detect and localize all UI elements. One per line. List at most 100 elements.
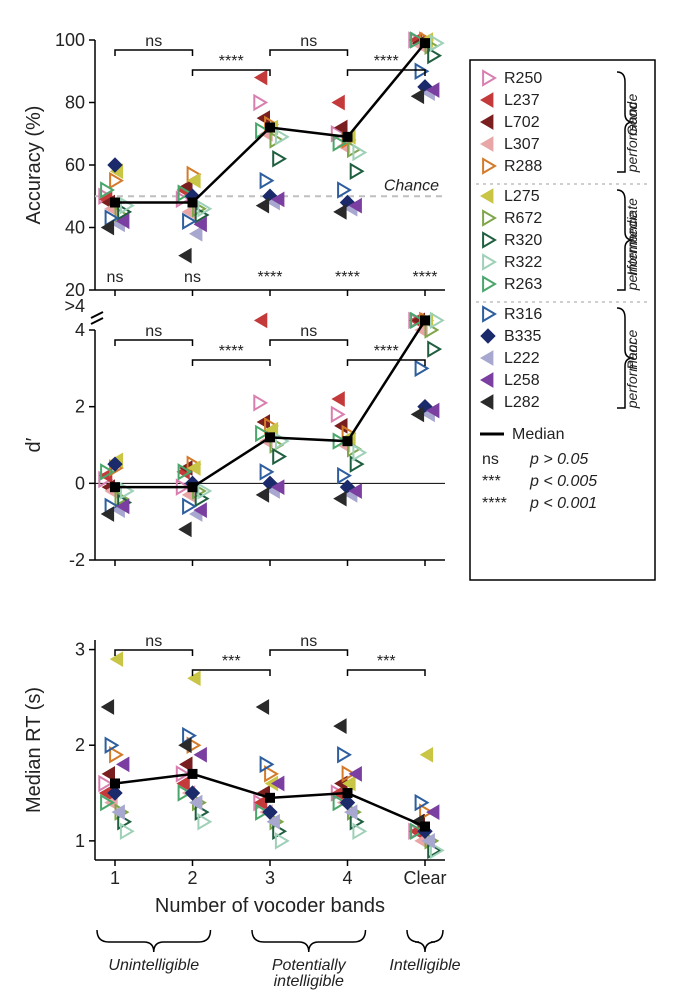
ytick-acc-40: 40: [65, 218, 85, 238]
sig-bracket: [348, 360, 426, 366]
legend-group-good: performance: [624, 93, 640, 173]
legend-item-L275: L275: [504, 188, 540, 205]
legend: R250L237L702L307R288GoodperformanceL275R…: [470, 60, 655, 580]
xtick-1: 2: [187, 868, 197, 888]
sig-label: ns: [145, 33, 162, 50]
median-marker: [265, 123, 275, 133]
sig-bracket: [115, 50, 193, 56]
panel-rt: 123Median RT (s)1234Clearns***ns***: [23, 633, 447, 888]
legend-item-L282: L282: [504, 394, 540, 411]
sig-label: ns: [300, 323, 317, 340]
median-marker: [110, 482, 120, 492]
legend-item-R320: R320: [504, 232, 542, 249]
legend-item-R250: R250: [504, 70, 542, 87]
ytick-acc-60: 60: [65, 155, 85, 175]
ylabel-acc: Accuracy (%): [23, 106, 45, 225]
xtick-3: 4: [342, 868, 352, 888]
sig-label: ***: [377, 653, 396, 670]
category-label: intelligible: [274, 973, 344, 990]
panel-acc: 20406080100Accuracy (%)Chancens****ns***…: [23, 30, 445, 300]
legend-sig-text: p < 0.005: [529, 473, 597, 490]
sig-label: ****: [219, 53, 244, 70]
category-label: Potentially: [272, 957, 347, 974]
category-brace: [407, 930, 443, 952]
x-axis-annotations: Number of vocoder bands Unintelligible Pot…: [97, 895, 461, 990]
median-marker: [188, 482, 198, 492]
legend-sig-sym: ***: [482, 473, 501, 490]
sig-bracket: [115, 650, 193, 656]
median-marker: [343, 436, 353, 446]
legend-item-R322: R322: [504, 254, 542, 271]
legend-sig-text: p < 0.001: [529, 495, 597, 512]
ylabel-dpr: d′: [23, 437, 45, 452]
legend-item-R672: R672: [504, 210, 542, 227]
sig-label: ns: [300, 633, 317, 650]
legend-sig-sym: ****: [482, 495, 507, 512]
ytick-rt-2: 2: [75, 735, 85, 755]
legend-median: Median: [512, 426, 564, 443]
ytick-dpr-2: 2: [75, 397, 85, 417]
chance-label: Chance: [384, 177, 439, 194]
category-brace: [252, 930, 366, 952]
legend-group-intermediate: performance: [624, 211, 640, 291]
ytick-dpr-4: 4: [75, 320, 85, 340]
median-marker: [420, 315, 430, 325]
median-marker: [188, 769, 198, 779]
sig-bottom: ns: [107, 269, 124, 286]
median-marker: [110, 198, 120, 208]
xtick-4: Clear: [403, 868, 446, 888]
sig-bottom: ****: [258, 269, 283, 286]
ytick-rt-3: 3: [75, 640, 85, 660]
legend-item-L702: L702: [504, 114, 540, 131]
sig-label: ****: [374, 53, 399, 70]
xtick-0: 1: [110, 868, 120, 888]
median-marker: [420, 38, 430, 48]
ytick-acc-80: 80: [65, 93, 85, 113]
sig-bracket: [348, 670, 426, 676]
sig-bracket: [115, 340, 193, 346]
sig-bracket: [193, 360, 271, 366]
sig-label: ****: [374, 343, 399, 360]
figure-svg: 20406080100Accuracy (%)Chancens****ns***…: [0, 0, 678, 1000]
legend-item-R316: R316: [504, 306, 542, 323]
legend-item-R263: R263: [504, 276, 542, 293]
median-marker: [265, 432, 275, 442]
median-marker: [343, 788, 353, 798]
dprime-ceiling-label: >4: [64, 296, 85, 316]
legend-group-poor: performance: [624, 329, 640, 409]
sig-label: ns: [300, 33, 317, 50]
sig-label: ****: [219, 343, 244, 360]
legend-sig-text: p > 0.05: [529, 451, 588, 468]
sig-label: ns: [145, 633, 162, 650]
ytick-acc-100: 100: [55, 30, 85, 50]
legend-item-L258: L258: [504, 372, 540, 389]
sig-bracket: [270, 650, 348, 656]
sig-bracket: [193, 670, 271, 676]
legend-item-R288: R288: [504, 158, 542, 175]
legend-item-L307: L307: [504, 136, 540, 153]
median-marker: [110, 778, 120, 788]
xtick-2: 3: [265, 868, 275, 888]
sig-bracket: [348, 70, 426, 76]
sig-bracket: [270, 340, 348, 346]
legend-sig-sym: ns: [482, 451, 499, 468]
ytick-rt-1: 1: [75, 831, 85, 851]
category-label: Unintelligible: [108, 957, 199, 974]
median-marker: [265, 793, 275, 803]
median-marker: [420, 822, 430, 832]
legend-item-L222: L222: [504, 350, 540, 367]
x-title: Number of vocoder bands: [155, 895, 385, 917]
median-marker: [343, 132, 353, 142]
legend-item-B335: B335: [504, 328, 541, 345]
category-brace: [97, 930, 211, 952]
category-label: Intelligible: [389, 957, 460, 974]
sig-bracket: [270, 50, 348, 56]
ytick-dpr-0: 0: [75, 473, 85, 493]
sig-bottom: ****: [335, 269, 360, 286]
ylabel-rt: Median RT (s): [23, 687, 45, 813]
sig-bottom: ****: [413, 269, 438, 286]
median-marker: [188, 198, 198, 208]
ytick-dpr--2: -2: [69, 550, 85, 570]
panel-dpr: -2 0 2 4 d′ >4 ns **** ns ****: [23, 296, 445, 570]
sig-label: ns: [145, 323, 162, 340]
